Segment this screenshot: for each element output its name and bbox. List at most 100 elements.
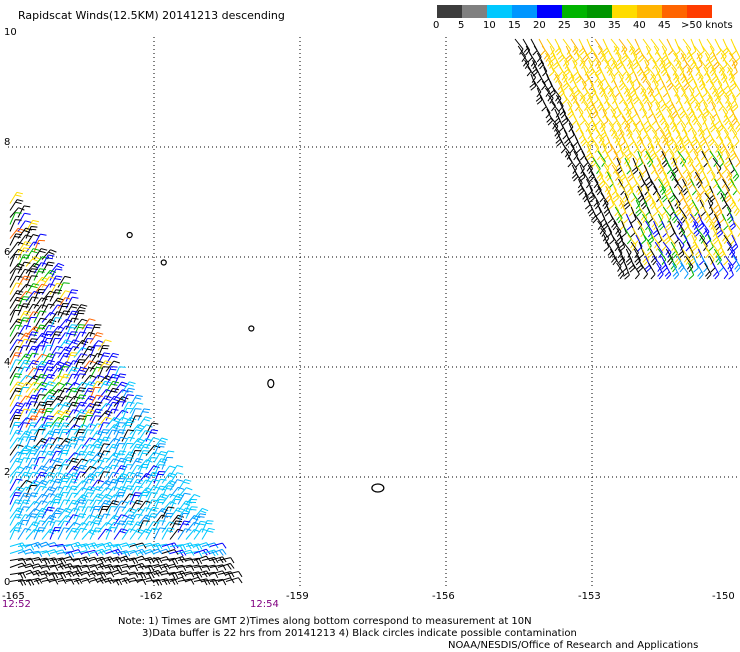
wind-barb: [65, 457, 80, 470]
wind-barb: [646, 171, 653, 189]
wind-barb: [25, 234, 40, 246]
wind-barb: [121, 442, 134, 456]
wind-barb: [113, 478, 126, 491]
wind-barb: [57, 352, 71, 365]
wind-barb: [613, 45, 622, 63]
wind-barb: [41, 389, 57, 400]
wind-barb: [201, 520, 214, 533]
wind-barb: [41, 401, 54, 414]
wind-barb: [145, 527, 159, 540]
wind-barb: [25, 471, 39, 484]
wind-barb: [623, 262, 630, 280]
wind-barb: [73, 429, 86, 442]
wind-barb: [105, 360, 120, 372]
wind-barb: [722, 143, 731, 161]
wind-barb: [73, 444, 88, 456]
wind-barb: [17, 261, 31, 274]
wind-barb: [640, 227, 647, 245]
legend-swatch: [487, 5, 512, 18]
wind-barb: [632, 192, 641, 210]
wind-barb: [65, 492, 79, 505]
wind-barb: [185, 498, 198, 512]
legend-swatch: [537, 5, 562, 18]
wind-barb: [81, 437, 96, 449]
wind-barb: [688, 262, 695, 280]
legend-label: 5: [458, 20, 465, 31]
wind-barb: [9, 429, 23, 442]
wind-barb: [708, 255, 716, 273]
wind-barb: [587, 59, 595, 77]
wind-barb: [49, 422, 62, 435]
wind-barb: [57, 507, 73, 519]
wind-barb: [33, 485, 47, 498]
wind-barb: [33, 381, 48, 393]
wind-barb: [728, 87, 737, 105]
wind-barb: [677, 185, 685, 203]
wind-barb: [729, 213, 736, 231]
wind-barb: [688, 192, 696, 210]
wind-barb: [129, 548, 147, 556]
wind-barb: [137, 479, 152, 491]
notes: Note: 1) Times are GMT 2)Times along bot…: [118, 616, 698, 652]
wind-barb: [25, 408, 39, 421]
wind-barb: [631, 136, 639, 154]
wind-barb: [161, 472, 176, 484]
wind-barb: [731, 94, 739, 112]
wind-barb: [672, 262, 680, 280]
wind-barb: [153, 520, 166, 533]
wind-barb: [577, 178, 585, 196]
wind-barb: [600, 157, 610, 174]
wind-barb: [656, 52, 666, 69]
wind-barb: [679, 101, 687, 119]
wind-barb: [113, 389, 129, 400]
wind-barb: [129, 499, 144, 512]
wind-barb: [608, 157, 618, 174]
wind-barb: [604, 59, 613, 76]
wind-barb: [121, 528, 136, 540]
start-time: 12:52: [2, 599, 31, 610]
wind-barb: [722, 108, 730, 126]
wind-barb: [556, 59, 564, 77]
wind-barb: [637, 115, 645, 133]
wind-barb: [49, 464, 63, 477]
wind-barb: [129, 424, 145, 435]
wind-barb: [57, 366, 70, 379]
wind-barb: [585, 143, 593, 161]
wind-barb: [137, 557, 155, 564]
wind-barb: [676, 59, 685, 77]
wind-barb: [615, 136, 623, 154]
wind-barb: [9, 381, 24, 393]
legend-label: 25: [558, 20, 571, 31]
wind-barb: [714, 108, 721, 126]
longitude-label: -159: [286, 591, 309, 602]
wind-barb: [105, 556, 123, 564]
wind-barb: [113, 416, 129, 428]
wind-barb: [683, 234, 691, 252]
wind-barb: [9, 275, 23, 288]
latitude-label: 0: [4, 577, 11, 588]
wind-barb: [659, 129, 669, 146]
wind-barb: [129, 394, 143, 407]
wind-barb: [17, 275, 31, 288]
wind-barb: [635, 164, 644, 182]
wind-barb: [589, 80, 597, 98]
wind-barb: [643, 199, 651, 217]
wind-barb: [9, 332, 24, 344]
wind-barb: [81, 465, 97, 477]
wind-barb: [720, 87, 730, 104]
wind-barb: [9, 414, 22, 428]
wind-barb: [9, 486, 24, 498]
wind-barb: [9, 466, 25, 477]
wind-barb: [105, 373, 120, 386]
wind-barb: [25, 303, 40, 316]
wind-barb: [89, 505, 102, 519]
wind-barb: [17, 465, 33, 477]
wind-barb: [201, 549, 219, 557]
wind-barb: [17, 436, 30, 449]
wind-barb: [17, 241, 32, 253]
longitude-label: -165: [2, 591, 25, 602]
wind-barb: [97, 471, 110, 484]
wind-barb: [81, 529, 97, 540]
wind-barb: [49, 289, 62, 302]
